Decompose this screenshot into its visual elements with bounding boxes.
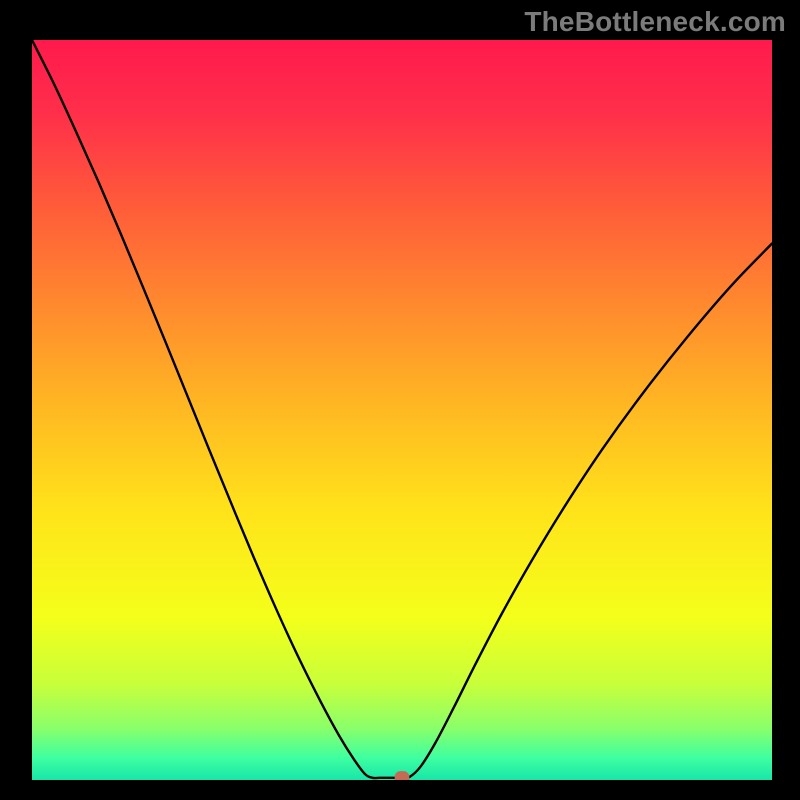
optimal-marker: [395, 771, 410, 780]
bottleneck-chart: [32, 40, 772, 780]
chart-frame: TheBottleneck.com: [0, 0, 800, 800]
plot-background: [32, 40, 772, 780]
watermark-text: TheBottleneck.com: [524, 6, 786, 38]
